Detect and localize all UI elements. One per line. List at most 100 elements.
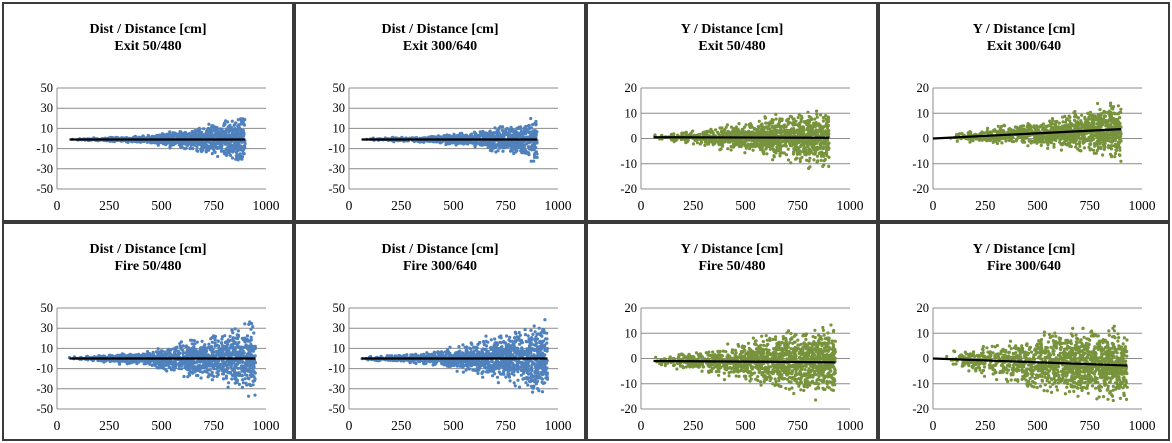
data-point	[1099, 113, 1103, 117]
data-point	[806, 110, 810, 114]
data-point	[205, 128, 209, 132]
data-point	[763, 116, 767, 120]
data-point	[762, 152, 766, 156]
data-point	[804, 148, 808, 152]
data-point	[241, 117, 245, 121]
data-point	[807, 140, 811, 144]
data-point	[812, 158, 816, 162]
y-tick-label: 0	[923, 132, 929, 146]
data-point	[229, 146, 233, 150]
data-point	[208, 131, 212, 135]
data-point	[130, 139, 134, 144]
data-point	[955, 139, 959, 143]
data-point	[1110, 121, 1114, 125]
data-point	[531, 132, 535, 136]
data-point	[744, 123, 748, 127]
y-tick-label: -10	[620, 157, 637, 171]
data-point	[778, 154, 782, 158]
data-point	[992, 128, 996, 132]
data-point	[980, 138, 984, 142]
data-point	[771, 158, 775, 162]
data-point	[189, 143, 194, 147]
data-point	[1080, 125, 1084, 129]
data-point	[703, 130, 707, 134]
chart-subtitle: Exit 300/640	[986, 39, 1062, 54]
data-point	[748, 125, 753, 130]
data-point	[797, 113, 801, 117]
data-point	[788, 138, 793, 142]
data-point	[774, 112, 778, 116]
data-point	[1044, 128, 1048, 132]
data-point	[824, 152, 829, 156]
data-point	[1119, 131, 1123, 135]
data-point	[158, 141, 162, 145]
data-point	[1053, 134, 1057, 138]
data-point	[758, 130, 762, 135]
data-point	[1088, 110, 1092, 114]
chart-title: Y / Distance [cm]	[972, 22, 1076, 37]
data-point	[782, 144, 786, 148]
data-point	[743, 151, 747, 155]
data-point	[1025, 125, 1029, 129]
data-point	[1067, 114, 1071, 118]
data-point	[510, 149, 514, 153]
data-point	[773, 126, 777, 130]
data-point	[518, 125, 523, 129]
data-point	[1000, 141, 1004, 145]
chart-title: Dist / Distance [cm]	[89, 242, 207, 257]
data-point	[1081, 141, 1085, 145]
data-point	[204, 133, 208, 137]
data-point	[1117, 153, 1121, 157]
data-point	[827, 129, 831, 133]
data-point	[507, 128, 512, 132]
data-point	[978, 132, 982, 136]
data-point	[210, 126, 214, 130]
data-point	[199, 376, 203, 380]
data-point	[1115, 131, 1119, 135]
data-point	[1109, 104, 1113, 108]
data-point	[178, 142, 182, 146]
data-point	[740, 128, 744, 132]
data-point	[698, 142, 702, 146]
data-point	[825, 121, 829, 125]
data-point	[769, 129, 773, 133]
data-point	[1073, 112, 1077, 117]
data-point	[185, 143, 190, 147]
data-point	[737, 142, 741, 147]
data-point	[515, 146, 519, 150]
data-point	[711, 131, 715, 135]
data-point	[238, 152, 242, 156]
data-point	[229, 143, 234, 148]
data-point	[1026, 122, 1030, 126]
data-point	[825, 132, 829, 136]
data-point	[534, 122, 538, 126]
data-point	[744, 146, 748, 150]
data-point	[432, 135, 437, 139]
data-point	[439, 140, 444, 144]
data-point	[1111, 105, 1116, 109]
data-point	[1097, 114, 1101, 118]
data-point	[1116, 104, 1120, 108]
data-point	[193, 131, 197, 135]
data-point	[1099, 125, 1103, 129]
data-point	[796, 115, 800, 120]
data-point	[774, 117, 778, 121]
data-point	[760, 128, 764, 132]
data-point	[239, 117, 243, 121]
data-point	[243, 146, 247, 150]
data-point	[232, 142, 236, 146]
data-point	[226, 385, 230, 389]
data-point	[190, 342, 194, 346]
data-point	[703, 143, 707, 147]
data-point	[723, 128, 727, 132]
y-tick-label: -10	[36, 362, 53, 376]
y-tick-label: -10	[912, 157, 929, 171]
data-point	[815, 115, 819, 119]
data-point	[1079, 132, 1083, 136]
data-point	[986, 126, 990, 130]
data-point	[515, 134, 519, 138]
data-point	[491, 132, 495, 136]
data-point	[794, 143, 798, 147]
data-point	[235, 131, 239, 135]
data-point	[731, 133, 735, 137]
